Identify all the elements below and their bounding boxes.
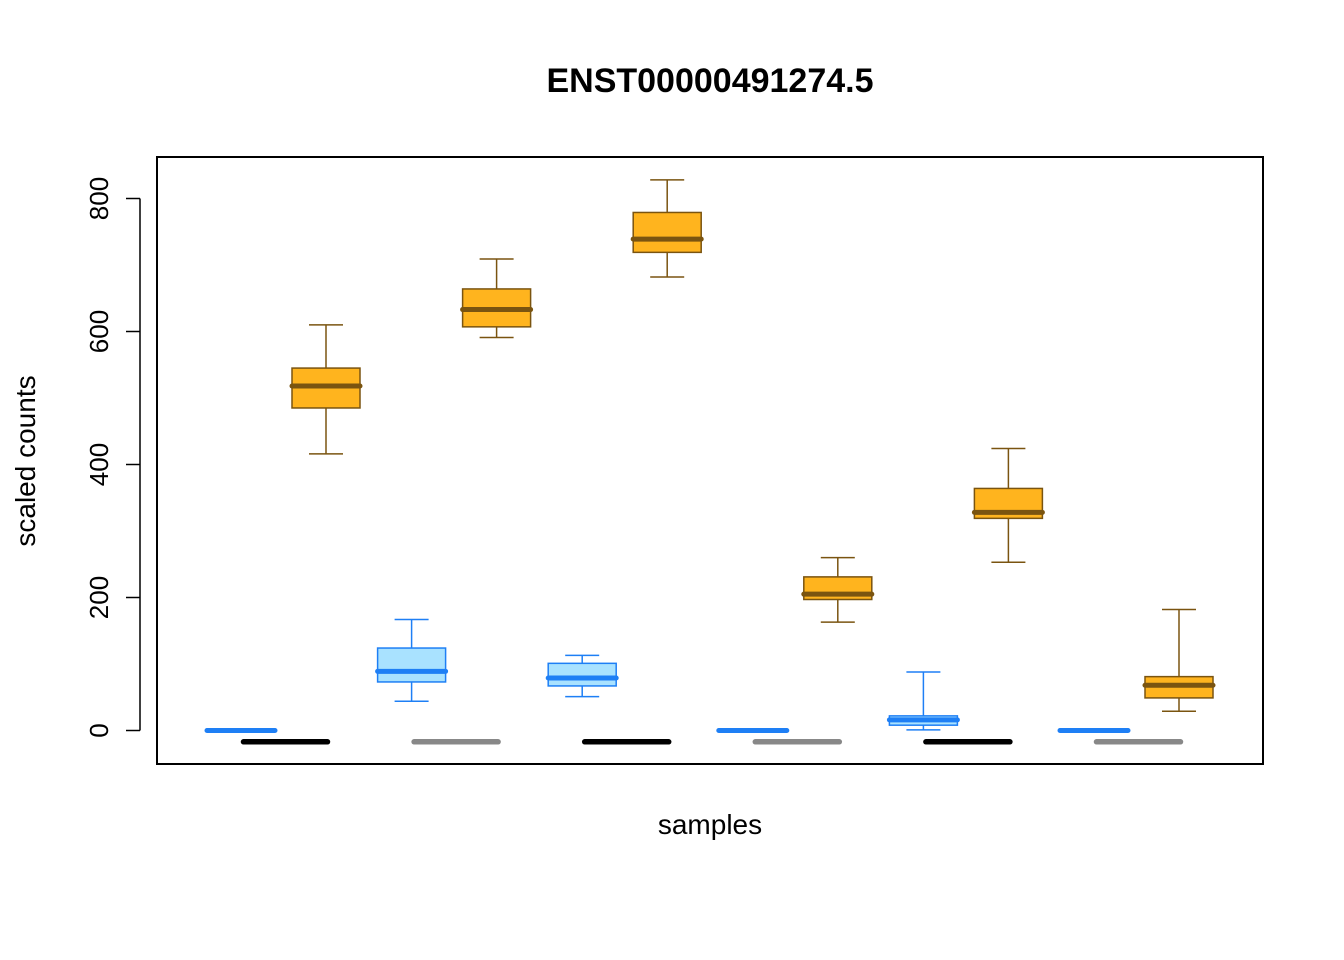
y-tick-label: 400 [84,443,114,486]
x-axis-label: samples [658,809,762,840]
blue-box [375,618,449,702]
blue-box [545,654,619,698]
orange-box [289,324,363,455]
y-tick-label: 200 [84,576,114,619]
y-axis: 0 200 400 600 800 [84,177,141,738]
orange-box [630,179,704,278]
orange-box [1142,608,1216,712]
y-tick-label: 800 [84,177,114,220]
box-body [376,647,447,683]
plot-frame [156,156,1264,765]
y-axis-label: scaled counts [10,375,41,546]
blue-box [886,671,960,731]
orange-box [971,447,1045,564]
box-body [547,662,617,687]
y-tick-label: 600 [84,310,114,353]
box-body [632,211,702,254]
orange-box [801,556,875,623]
plot-area [204,179,1216,745]
orange-box [460,258,534,339]
y-tick-label: 0 [84,723,114,737]
chart-title: ENST00000491274.5 [546,62,873,100]
